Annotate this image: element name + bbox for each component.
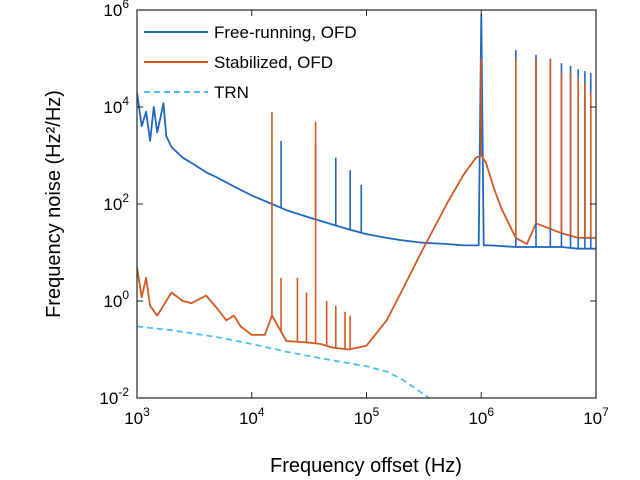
series-line-2 <box>137 325 431 398</box>
plot-frame <box>136 9 597 399</box>
legend: Free-running, OFD Stabilized, OFD TRN <box>144 23 357 102</box>
legend-label-free-running: Free-running, OFD <box>214 23 357 42</box>
y-tick-label-1: 100 <box>103 288 129 311</box>
x-tick-label-0: 103 <box>124 405 150 428</box>
x-axis-label: Frequency offset (Hz) <box>270 455 462 477</box>
series-line-1 <box>137 154 596 351</box>
series-layer <box>137 13 596 398</box>
x-tick-label-1: 104 <box>239 405 265 428</box>
x-tick-label-4: 107 <box>583 405 609 428</box>
legend-label-stabilized: Stabilized, OFD <box>214 53 333 72</box>
x-tick-label-2: 105 <box>354 405 380 428</box>
series-line-0 <box>137 13 596 250</box>
y-tick-label-0: 10-2 <box>99 385 129 408</box>
legend-label-trn: TRN <box>214 83 249 102</box>
y-tick-label-4: 106 <box>103 0 129 20</box>
y-axis-label: Frequency noise (Hz²/Hz) <box>43 90 65 318</box>
y-tick-label-2: 102 <box>103 191 129 214</box>
x-tick-label-3: 106 <box>468 405 494 428</box>
y-tick-label-3: 104 <box>103 94 129 117</box>
